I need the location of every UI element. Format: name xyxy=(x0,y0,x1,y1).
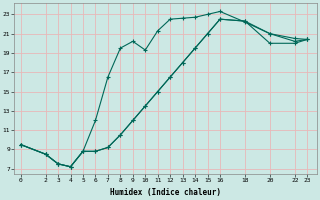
X-axis label: Humidex (Indice chaleur): Humidex (Indice chaleur) xyxy=(110,188,221,197)
